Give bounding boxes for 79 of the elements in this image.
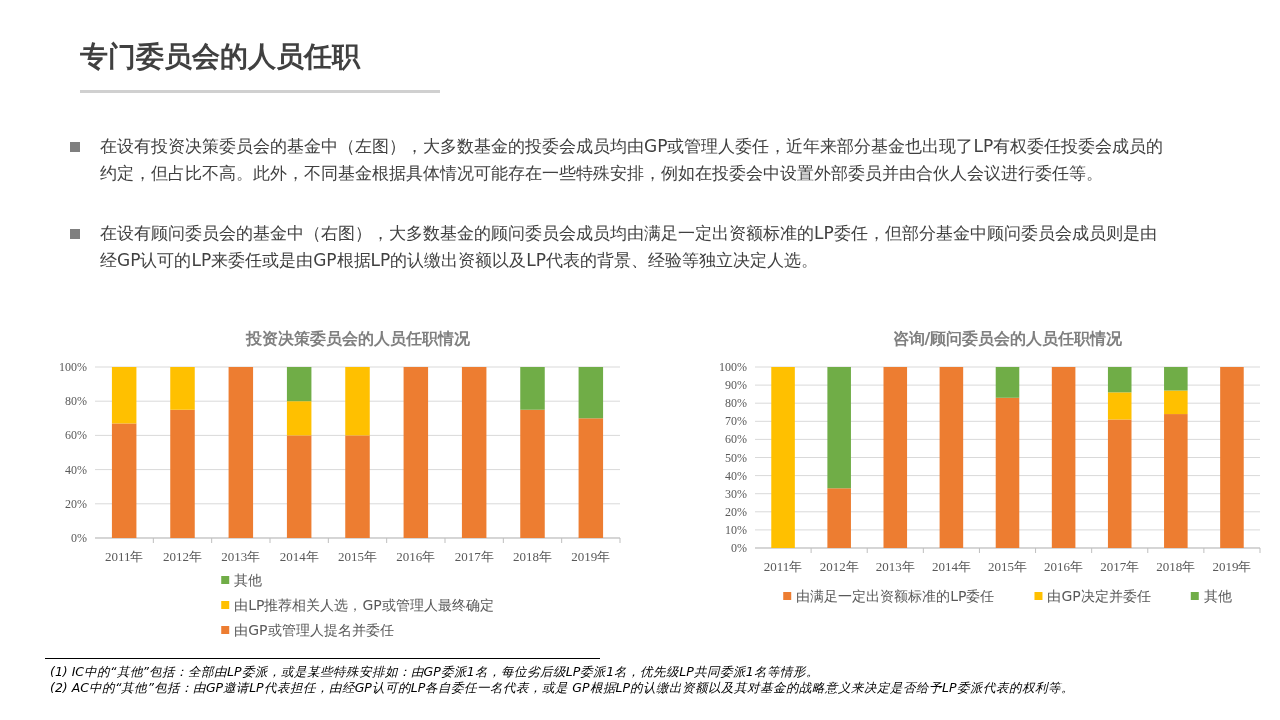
bar — [286, 367, 312, 402]
x-tick-label: 2016年 — [396, 549, 436, 564]
y-tick-label: 90% — [725, 378, 747, 393]
y-tick-label: 70% — [725, 414, 747, 429]
bar — [883, 367, 908, 548]
bar — [1164, 390, 1188, 415]
bar — [995, 397, 1020, 548]
x-tick-label: 2012年 — [819, 559, 859, 574]
x-tick-label: 2017年 — [454, 549, 494, 564]
y-tick-label: 20% — [65, 496, 87, 511]
x-tick-label: 2015年 — [338, 549, 377, 564]
bar — [111, 367, 137, 424]
x-tick-label: 2018年 — [513, 549, 552, 564]
bar — [345, 435, 370, 538]
x-tick-label: 2011年 — [763, 559, 803, 574]
legend-label: 其他 — [234, 572, 263, 588]
bar — [939, 367, 964, 548]
x-tick-label: 2019年 — [1212, 559, 1252, 574]
bar — [1051, 367, 1076, 548]
y-tick-label: 100% — [59, 360, 87, 374]
x-tick-label: 2013年 — [221, 549, 261, 564]
x-tick-label: 2011年 — [104, 549, 144, 564]
bar — [520, 409, 545, 538]
bar — [827, 488, 851, 548]
x-tick-label: 2015年 — [988, 559, 1027, 574]
legend-label: 由GP或管理人提名并委任 — [234, 622, 394, 638]
legend-label: 其他 — [1203, 588, 1232, 604]
bar — [345, 367, 370, 436]
legend-label: 由LP推荐相关人选，GP或管理人最终确定 — [234, 597, 494, 613]
legend-label: 由满足一定出资额标准的LP委任 — [796, 588, 995, 604]
y-tick-label: 0% — [71, 531, 87, 545]
y-tick-label: 100% — [719, 360, 747, 374]
chart-title: 咨询/顾问委员会的人员任职情况 — [892, 329, 1124, 348]
y-tick-label: 50% — [725, 450, 747, 465]
text: 在设有投资决策委员会的基金中（左图），大多数基金的投委会成员均由GP或管理人委任，近年来部分基金也出现了LP有权委任投委会成员的约定，但占比不高。此外，不同基金根据具体情况可能存在一些特殊安排，例如在投委会中设置外部委员并由合伙人会议进行委任等。 — [100, 135, 1165, 185]
bar — [995, 367, 1020, 398]
chart-title: 投资决策委员会的人员任职情况 — [244, 329, 471, 348]
x-tick-label: 2014年 — [931, 559, 971, 574]
x-tick-label: 2012年 — [163, 549, 202, 564]
bar — [1164, 414, 1188, 548]
y-tick-label: 80% — [725, 396, 747, 411]
bar — [520, 367, 545, 410]
legend-label: 由GP决定并委任 — [1047, 588, 1151, 604]
x-tick-label: 2017年 — [1100, 559, 1140, 574]
bar — [111, 423, 137, 538]
y-tick-label: 0% — [731, 541, 747, 555]
bar — [286, 401, 312, 436]
y-tick-label: 80% — [65, 394, 87, 409]
bar — [170, 409, 195, 538]
bar — [771, 367, 795, 548]
bar — [1107, 367, 1132, 393]
bar — [1164, 367, 1188, 391]
bar — [1107, 419, 1132, 548]
x-tick-label: 2013年 — [875, 559, 915, 574]
x-tick-label: 2014年 — [279, 549, 319, 564]
text: (2) AC中的“其他”包括：由GP邀请LP代表担任，由经GP认可的LP各自委任一名代表，或是 GP根据LP的认缴出资额以及其对基金的战略意义来决定是否给予LP委派代表的权利等。 — [50, 680, 1075, 696]
y-tick-label: 60% — [65, 428, 87, 443]
y-tick-label: 40% — [725, 468, 747, 483]
x-tick-label: 2016年 — [1044, 559, 1084, 574]
bar — [827, 367, 851, 489]
bar — [403, 367, 429, 538]
text: 在设有顾问委员会的基金中（右图），大多数基金的顾问委员会成员均由满足一定出资额标准的LP委任，但部分基金中顾问委员会成员则是由经GP认可的LP来委任或是由GP根据LP的认缴出资额以及LP代表的背景、经验等独立决定人选。 — [100, 222, 1158, 272]
text: 专门委员会的人员任职 — [80, 38, 440, 93]
bar — [1107, 392, 1132, 420]
bar — [228, 367, 254, 538]
y-tick-label: 60% — [725, 432, 747, 447]
bar — [578, 418, 604, 538]
text: (1) IC中的“其他”包括：全部由LP委派，或是某些特殊安排如：由GP委派1名，每位劣后级LP委派1名，优先级LP共同委派1名等情形。 — [50, 664, 820, 680]
y-tick-label: 40% — [65, 462, 87, 477]
x-tick-label: 2018年 — [1156, 559, 1196, 574]
bar — [286, 435, 312, 538]
bar — [461, 367, 487, 538]
y-tick-label: 10% — [725, 522, 747, 537]
y-tick-label: 30% — [725, 486, 747, 501]
y-tick-label: 20% — [725, 504, 747, 519]
bar — [1220, 367, 1244, 548]
x-tick-label: 2019年 — [571, 549, 611, 564]
bar — [170, 367, 195, 410]
bar — [578, 367, 604, 419]
